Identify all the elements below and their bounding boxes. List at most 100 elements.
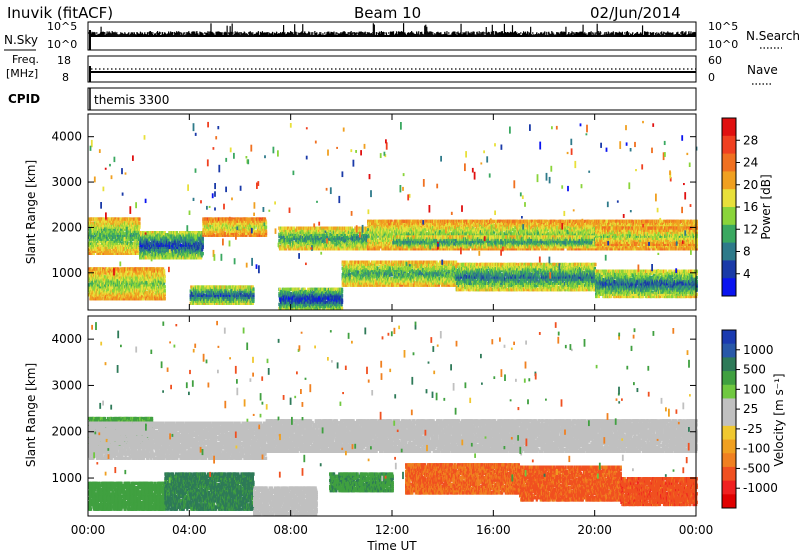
power-cell — [111, 243, 114, 247]
power-cell — [94, 243, 97, 247]
power-cell — [102, 231, 105, 235]
power-cell — [151, 231, 154, 235]
power-cell — [163, 239, 166, 243]
power-cell — [116, 245, 119, 249]
power-cell — [121, 233, 124, 237]
power-cell — [94, 249, 97, 253]
nsky-panel: 10^5 10^0 N.Sky 10^5 10^0 N.Search — [4, 20, 800, 51]
power-cell — [97, 241, 100, 245]
power-cell — [134, 225, 137, 229]
power-cell — [158, 239, 161, 243]
power-cell — [96, 247, 99, 251]
power-cell — [108, 249, 111, 253]
power-cell — [114, 223, 117, 227]
power-cell — [146, 233, 149, 237]
power-cell — [108, 229, 111, 233]
power-cell — [129, 227, 132, 231]
power-cell — [172, 254, 175, 258]
power-cell — [121, 225, 124, 229]
power-cell — [156, 239, 159, 243]
power-cell — [156, 256, 159, 260]
power-cell — [98, 249, 101, 253]
power-cell — [129, 221, 132, 225]
nsky-tick-low: 10^0 — [47, 38, 77, 51]
power-cell — [111, 231, 115, 235]
power-cell — [99, 225, 102, 229]
power-cell — [148, 237, 151, 241]
power-cell — [172, 241, 175, 245]
power-cell — [172, 256, 176, 260]
power-cell — [122, 223, 125, 227]
power-cell — [92, 221, 95, 225]
power-cell — [121, 237, 124, 241]
power-cell — [115, 237, 119, 241]
power-cell — [105, 247, 108, 251]
power-cell — [201, 252, 204, 256]
power-cell — [132, 231, 135, 235]
power-cell — [144, 254, 147, 258]
power-cell — [102, 247, 105, 251]
power-cell — [90, 221, 93, 225]
power-cell — [144, 245, 147, 250]
power-cell — [137, 231, 140, 235]
power-cell — [103, 225, 106, 229]
power-cell — [110, 229, 113, 233]
power-cell — [167, 239, 170, 243]
power-cell — [103, 241, 106, 245]
power-cell — [170, 235, 173, 239]
power-cell — [117, 237, 120, 241]
power-cell — [113, 249, 116, 253]
power-cell — [166, 256, 169, 260]
power-cell — [141, 249, 144, 254]
power-cell — [110, 251, 113, 255]
power-cell — [106, 243, 109, 247]
power-cell — [143, 256, 146, 260]
power-cell — [128, 233, 131, 237]
power-cell — [133, 217, 136, 221]
power-cell — [109, 239, 112, 243]
freq-label: Freq. — [12, 53, 39, 66]
power-cell — [163, 256, 166, 260]
power-cell — [110, 219, 113, 223]
power-cell — [141, 237, 144, 241]
power-cell — [108, 251, 111, 255]
station-title: Inuvik (fitACF) — [7, 4, 113, 22]
power-cell — [144, 235, 147, 239]
power-cell — [92, 229, 95, 233]
power-cell — [170, 247, 173, 252]
cpid-label: CPID — [8, 92, 40, 106]
power-cell — [149, 256, 152, 260]
power-cell — [166, 241, 169, 245]
power-cell — [121, 249, 124, 253]
power-cell — [167, 247, 170, 252]
power-cell — [102, 219, 105, 223]
power-cell — [152, 241, 155, 245]
power-cell — [126, 239, 129, 243]
power-cell — [110, 233, 113, 237]
power-cell — [167, 237, 170, 241]
power-cell — [153, 231, 157, 235]
power-cell — [148, 254, 151, 258]
power-cell — [133, 241, 136, 245]
power-cell — [113, 245, 116, 249]
power-cell — [165, 233, 168, 237]
power-cell — [170, 239, 173, 243]
power-cell — [92, 243, 95, 247]
power-cell — [171, 233, 174, 237]
power-cell — [114, 235, 117, 239]
power-cell — [96, 225, 99, 229]
power-cell — [97, 221, 100, 225]
power-cell — [141, 245, 144, 250]
power-cell — [99, 247, 102, 251]
power-cell — [99, 233, 102, 237]
power-cell — [125, 245, 128, 249]
power-cell — [163, 237, 166, 241]
power-cell — [129, 229, 132, 233]
power-cell — [173, 237, 176, 241]
power-cell — [121, 247, 124, 251]
power-cell — [149, 249, 152, 254]
power-cell — [103, 219, 106, 223]
power-cell — [168, 254, 172, 258]
power-cell — [177, 241, 180, 245]
power-cell — [163, 245, 166, 250]
